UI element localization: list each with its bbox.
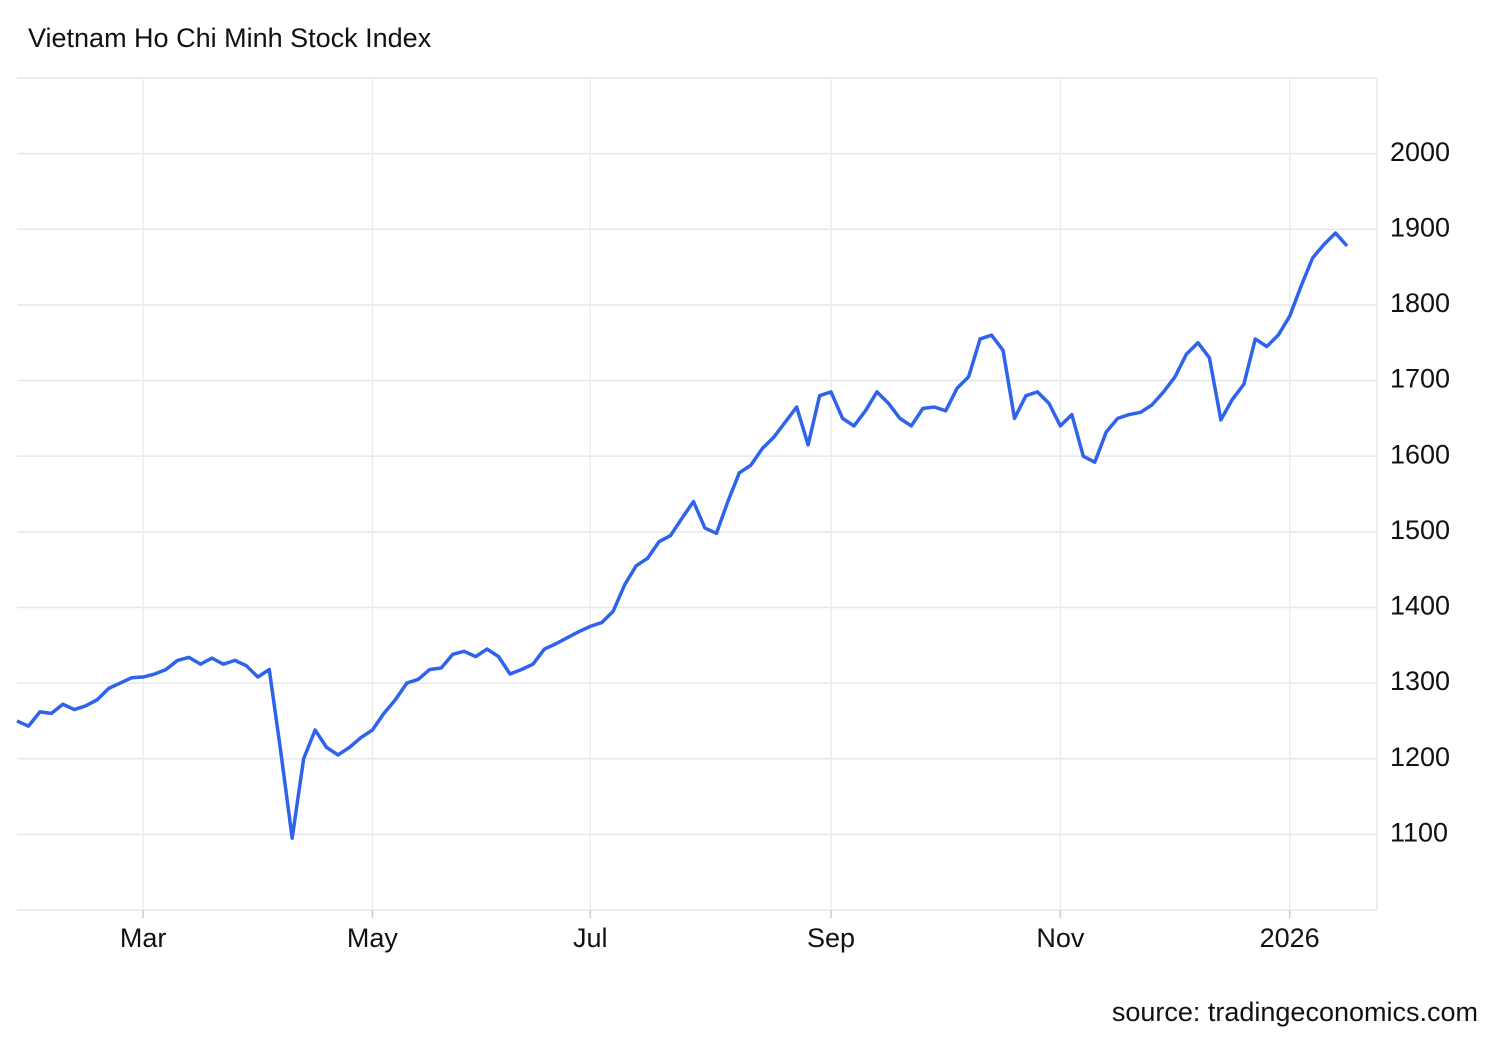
y-tick-label: 2000 <box>1390 137 1450 167</box>
y-tick-label: 1900 <box>1390 212 1450 242</box>
y-tick-label: 1700 <box>1390 364 1450 394</box>
x-tick-label: Sep <box>807 923 855 953</box>
y-tick-label: 1100 <box>1390 817 1448 847</box>
y-tick-label: 1800 <box>1390 288 1450 318</box>
x-tick-label: Nov <box>1036 923 1085 953</box>
y-tick-label: 1400 <box>1390 591 1450 621</box>
y-tick-label: 1200 <box>1390 742 1450 772</box>
x-tick-label: Mar <box>120 923 167 953</box>
line-series <box>16 231 1349 840</box>
y-tick-label: 1600 <box>1390 439 1450 469</box>
x-tick-label: 2026 <box>1260 923 1320 953</box>
source: source: tradingeconomics.com <box>1112 997 1478 1027</box>
chart-title: Vietnam Ho Chi Minh Stock Index <box>28 23 432 53</box>
x-tick-label: May <box>347 923 399 953</box>
y-tick-label: 1500 <box>1390 515 1450 545</box>
y-tick-label: 1300 <box>1390 666 1450 696</box>
x-tick-label: Jul <box>573 923 608 953</box>
